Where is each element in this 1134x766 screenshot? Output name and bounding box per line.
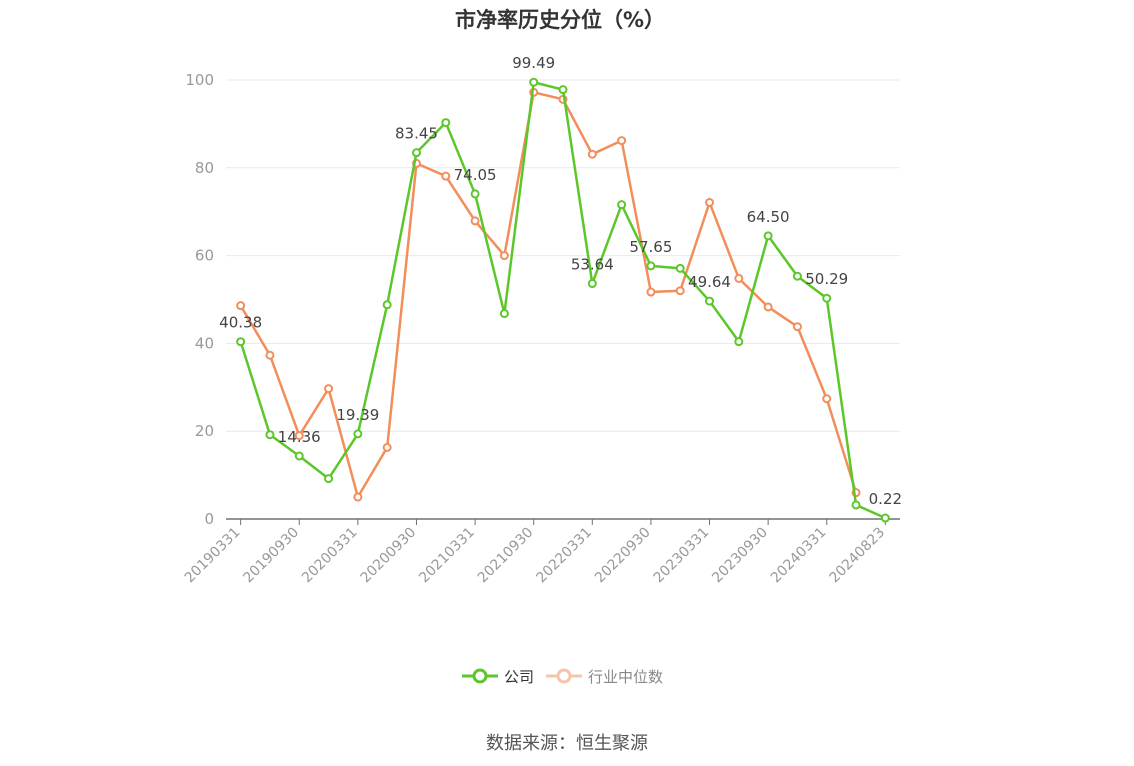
- data-point-industry: [294, 431, 304, 441]
- data-point-industry: [705, 197, 715, 207]
- data-point-industry: [763, 302, 773, 312]
- data-point-company: [265, 430, 275, 440]
- y-tick-label: 100: [185, 71, 214, 89]
- data-point-company: [529, 77, 539, 87]
- line-chart: 0 20 40 60 80 100 2019033120190930202003312020…: [182, 54, 902, 587]
- x-tick-label: 20220930: [592, 525, 654, 587]
- data-label: 64.50: [747, 208, 790, 226]
- x-tick-label: 20210331: [416, 525, 478, 587]
- y-tick-label: 0: [204, 510, 214, 528]
- data-source: 数据来源：恒生聚源: [486, 733, 648, 754]
- data-point-industry: [353, 492, 363, 502]
- data-point-company: [499, 309, 509, 319]
- data-label: 83.45: [395, 125, 438, 143]
- data-point-company: [675, 263, 685, 273]
- data-point-company: [763, 231, 773, 241]
- legend-item-company[interactable]: 公司: [462, 666, 534, 687]
- legend-company-marker-icon: [462, 668, 498, 684]
- data-point-company: [236, 337, 246, 347]
- data-point-company: [441, 118, 451, 128]
- data-point-industry: [617, 136, 627, 146]
- data-point-industry: [675, 286, 685, 296]
- data-label: 50.29: [805, 270, 848, 288]
- x-tick-label: 20200930: [358, 525, 420, 587]
- data-point-company: [792, 271, 802, 281]
- data-label: 57.65: [629, 238, 672, 256]
- data-point-company: [617, 200, 627, 210]
- data-point-company: [851, 500, 861, 510]
- x-tick-label: 20190930: [240, 525, 302, 587]
- data-label: 19.39: [336, 406, 379, 424]
- data-point-industry: [236, 301, 246, 311]
- data-point-industry: [646, 287, 656, 297]
- x-tick-label: 20240823: [826, 525, 888, 587]
- x-tick-label: 20190331: [182, 525, 244, 587]
- data-point-company: [734, 337, 744, 347]
- data-point-industry: [441, 171, 451, 181]
- data-point-industry: [382, 442, 392, 452]
- legend-item-industry[interactable]: 行业中位数: [546, 666, 663, 687]
- data-point-industry: [470, 216, 480, 226]
- data-point-industry: [265, 350, 275, 360]
- series-line-company: [239, 80, 886, 520]
- y-tick-label: 20: [195, 422, 214, 440]
- data-label: 40.38: [219, 314, 262, 332]
- legend-industry-label: 行业中位数: [588, 667, 664, 686]
- legend-company-label: 公司: [504, 667, 535, 686]
- y-tick-label: 40: [195, 334, 214, 352]
- data-point-industry: [792, 322, 802, 332]
- legend: 公司 行业中位数: [462, 664, 675, 688]
- data-label: 49.64: [688, 273, 731, 291]
- data-point-company: [382, 300, 392, 310]
- legend-industry-marker-icon: [546, 668, 583, 684]
- data-point-company: [587, 279, 597, 289]
- x-tick-label: 20220331: [533, 525, 595, 587]
- data-label: 99.49: [512, 54, 555, 72]
- data-point-company: [646, 261, 656, 271]
- data-point-industry: [734, 273, 744, 283]
- data-point-industry: [822, 394, 832, 404]
- data-label: 74.05: [454, 166, 497, 184]
- x-tick-label: 20240331: [768, 525, 830, 587]
- chart-title: 市净率历史分位（%）: [454, 8, 666, 32]
- data-point-company: [294, 451, 304, 461]
- x-tick-label: 20200331: [299, 525, 361, 587]
- series-line-industry: [239, 91, 858, 499]
- data-label: 0.22: [869, 490, 902, 508]
- x-tick-label: 20210930: [475, 525, 537, 587]
- x-tick-label: 20230930: [709, 525, 771, 587]
- data-point-company: [470, 189, 480, 199]
- data-label: 53.64: [571, 256, 614, 274]
- data-point-company: [880, 513, 890, 523]
- data-point-company: [705, 296, 715, 306]
- data-point-company: [558, 85, 568, 95]
- data-label: 14.36: [278, 428, 321, 446]
- data-point-company: [324, 474, 334, 484]
- data-point-company: [411, 148, 421, 158]
- data-point-industry: [324, 384, 334, 394]
- x-tick-label: 20230331: [651, 525, 713, 587]
- data-point-industry: [587, 149, 597, 159]
- data-point-industry: [499, 251, 509, 261]
- data-point-company: [353, 429, 363, 439]
- data-point-company: [822, 293, 832, 303]
- y-tick-label: 60: [195, 247, 214, 265]
- y-tick-label: 80: [195, 159, 214, 177]
